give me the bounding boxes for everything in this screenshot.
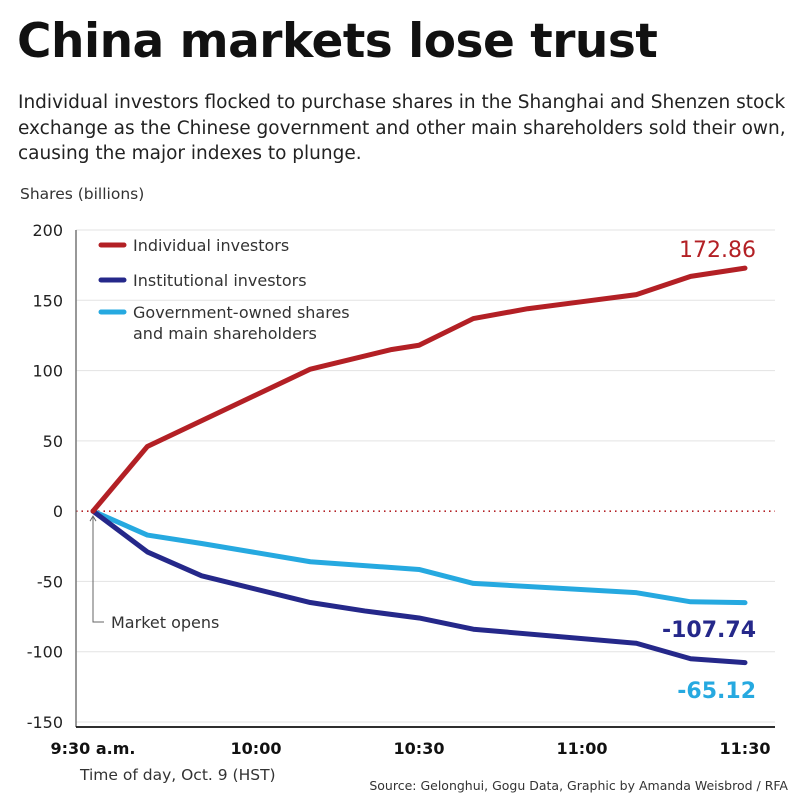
x-tick-label: 11:30 — [720, 739, 771, 758]
series-line-0 — [90, 265, 748, 514]
legend-label: Individual investors — [133, 236, 289, 255]
chart-subtitle: Individual investors flocked to purchase… — [18, 92, 786, 164]
y-tick-label: -150 — [27, 713, 63, 732]
y-tick-label: -100 — [27, 643, 63, 662]
series-line-2 — [90, 508, 748, 606]
source-note: Source: Gelonghui, Gogu Data, Graphic by… — [369, 778, 788, 793]
y-tick-label: 100 — [32, 362, 63, 381]
y-tick-label: 0 — [53, 502, 63, 521]
series-line-1 — [90, 508, 748, 666]
x-tick-label: 11:00 — [557, 739, 608, 758]
y-tick-label: 50 — [43, 432, 63, 451]
end-value-label: -107.74 — [662, 618, 756, 643]
y-axis-label: Shares (billions) — [20, 185, 145, 203]
chart-title: China markets lose trust — [17, 14, 658, 69]
x-tick-label: 9:30 a.m. — [51, 739, 136, 758]
annotation-label: Market opens — [111, 613, 219, 632]
x-tick-label: 10:00 — [231, 739, 282, 758]
y-tick-label: 150 — [32, 291, 63, 310]
legend-label: and main shareholders — [133, 324, 317, 343]
end-value-label: 172.86 — [679, 238, 756, 263]
y-tick-label: -50 — [37, 572, 63, 591]
x-tick-label: 10:30 — [394, 739, 445, 758]
annotation-leader — [92, 517, 104, 623]
end-value-label: -65.12 — [677, 679, 756, 704]
legend-label: Institutional investors — [133, 271, 307, 290]
x-axis-label: Time of day, Oct. 9 (HST) — [80, 766, 276, 784]
arrow-up-icon — [89, 515, 97, 522]
y-tick-label: 200 — [32, 221, 63, 240]
legend-label: Government-owned shares — [133, 303, 350, 322]
